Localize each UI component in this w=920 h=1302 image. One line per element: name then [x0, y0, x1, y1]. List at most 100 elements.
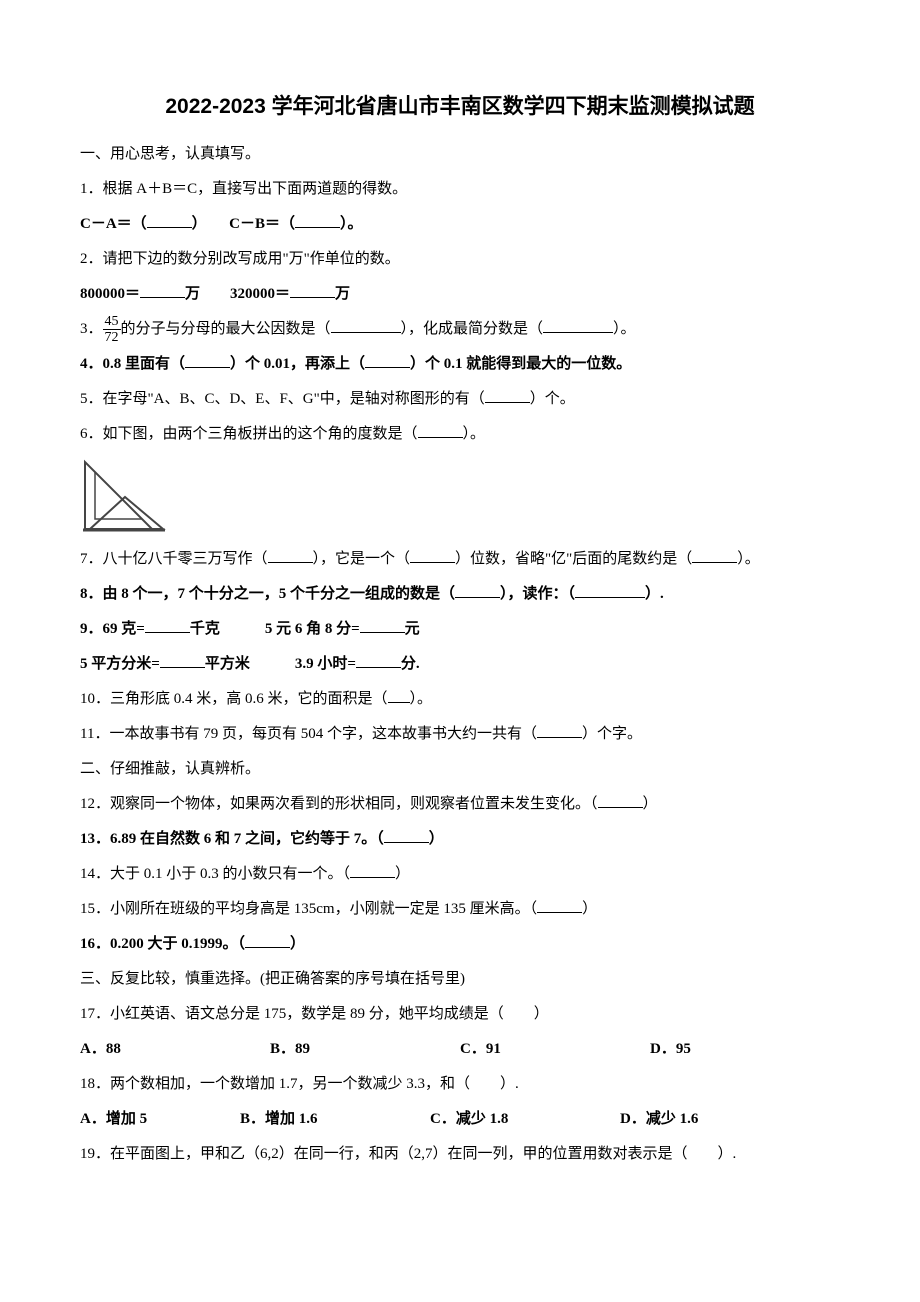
question-6: 6．如下图，由两个三角板拼出的这个角的度数是（ ）。 [80, 418, 840, 451]
option-b: B．89 [270, 1033, 460, 1066]
blank [350, 864, 395, 878]
blank [356, 654, 401, 668]
question-8: 8．由 8 个一，7 个十分之一，5 个千分之一组成的数是（ ），读作：（ ）. [80, 578, 840, 611]
blank [360, 619, 405, 633]
blank [537, 724, 582, 738]
q16-pre: 16．0.200 大于 0.1999。（ [80, 936, 245, 952]
question-3: 3．4572的分子与分母的最大公因数是（），化成最简分数是（）。 [80, 313, 840, 346]
q15-pre: 15．小刚所在班级的平均身高是 135cm，小刚就一定是 135 厘米高。（ [80, 901, 537, 917]
option-d: D．95 [650, 1033, 840, 1066]
blank [575, 584, 645, 598]
blank [140, 284, 185, 298]
q2-l2-c: 万 [335, 286, 350, 302]
q7-mid1: ），它是一个（ [313, 551, 411, 567]
blank [388, 689, 410, 703]
question-2: 2．请把下边的数分别改写成用"万"作单位的数。 [80, 243, 840, 276]
question-13: 13．6.89 在自然数 6 和 7 之间，它约等于 7。（ ） [80, 823, 840, 856]
section-3-header: 三、反复比较，慎重选择。(把正确答案的序号填在括号里) [80, 963, 840, 996]
option-c: C．91 [460, 1033, 650, 1066]
question-12: 12．观察同一个物体，如果两次看到的形状相同，则观察者位置未发生变化。（ ） [80, 788, 840, 821]
fraction-numerator: 45 [103, 314, 121, 330]
question-19: 19．在平面图上，甲和乙（6,2）在同一行，和丙（2,7）在同一列，甲的位置用数… [80, 1138, 840, 1171]
q5-pre: 5．在字母"A、B、C、D、E、F、G"中，是轴对称图形的有（ [80, 391, 485, 407]
blank [418, 424, 463, 438]
blank [160, 654, 205, 668]
q12-pre: 12．观察同一个物体，如果两次看到的形状相同，则观察者位置未发生变化。（ [80, 796, 598, 812]
fraction-denominator: 72 [103, 330, 121, 345]
q8-post: ）. [645, 586, 664, 602]
q10-post: ）。 [410, 691, 433, 707]
exam-title: 2022-2023 学年河北省唐山市丰南区数学四下期末监测模拟试题 [80, 90, 840, 120]
blank [145, 619, 190, 633]
blank [290, 284, 335, 298]
blank [331, 319, 401, 333]
section-2-header: 二、仔细推敲，认真辨析。 [80, 753, 840, 786]
q13-pre: 13．6.89 在自然数 6 和 7 之间，它约等于 7。（ [80, 831, 384, 847]
q3-mid1: 的分子与分母的最大公因数是（ [121, 321, 331, 337]
q1-l2-mid: ） C－B＝（ [192, 216, 295, 232]
question-18: 18．两个数相加，一个数增加 1.7，另一个数减少 3.3，和（ ）. [80, 1068, 840, 1101]
q16-post: ） [290, 936, 305, 952]
question-15: 15．小刚所在班级的平均身高是 135cm，小刚就一定是 135 厘米高。（ ） [80, 893, 840, 926]
q1-l2-post: ）。 [340, 216, 363, 232]
section-1-header: 一、用心思考，认真填写。 [80, 138, 840, 171]
q3-pre: 3． [80, 321, 103, 337]
question-9-line1: 9．69 克= 千克 5 元 6 角 8 分= 元 [80, 613, 840, 646]
blank [185, 354, 230, 368]
blank [485, 389, 530, 403]
q9-l1-b: 千克 5 元 6 角 8 分= [190, 621, 360, 637]
question-1-line2: C－A＝（ ） C－B＝（ ）。 [80, 208, 840, 241]
option-b: B．增加 1.6 [240, 1103, 430, 1136]
question-1: 1．根据 A＋B＝C，直接写出下面两道题的得数。 [80, 173, 840, 206]
blank [365, 354, 410, 368]
q2-l2-a: 800000＝ [80, 286, 140, 302]
q12-post: ） [643, 796, 658, 812]
question-18-options: A．增加 5 B．增加 1.6 C．减少 1.8 D．减少 1.6 [80, 1103, 840, 1136]
blank [410, 549, 455, 563]
blank [268, 549, 313, 563]
q2-l2-b: 万 320000＝ [185, 286, 290, 302]
question-11: 11．一本故事书有 79 页，每页有 504 个字，这本故事书大约一共有（ ）个字… [80, 718, 840, 751]
question-16: 16．0.200 大于 0.1999。（ ） [80, 928, 840, 961]
blank [295, 214, 340, 228]
q5-post: ）个。 [530, 391, 575, 407]
question-4: 4．0.8 里面有（ ）个 0.01，再添上（ ）个 0.1 就能得到最大的一位数。 [80, 348, 840, 381]
q7-pre: 7．八十亿八千零三万写作（ [80, 551, 268, 567]
q4-pre: 4．0.8 里面有（ [80, 356, 185, 372]
option-c: C．减少 1.8 [430, 1103, 620, 1136]
q9-l1-a: 9．69 克= [80, 621, 145, 637]
question-17-options: A．88 B．89 C．91 D．95 [80, 1033, 840, 1066]
q9-l2-b: 平方米 3.9 小时= [205, 656, 356, 672]
fraction-icon: 4572 [103, 314, 121, 346]
blank [455, 584, 500, 598]
question-5: 5．在字母"A、B、C、D、E、F、G"中，是轴对称图形的有（ ）个。 [80, 383, 840, 416]
q13-post: ） [429, 831, 444, 847]
q1-l2-pre: C－A＝（ [80, 216, 147, 232]
q9-l1-c: 元 [405, 621, 420, 637]
blank [692, 549, 737, 563]
q6-post: ）。 [463, 426, 486, 442]
question-17: 17．小红英语、语文总分是 175，数学是 89 分，她平均成绩是（ ） [80, 998, 840, 1031]
q15-post: ） [582, 901, 597, 917]
q7-post: ）。 [737, 551, 760, 567]
question-7: 7．八十亿八千零三万写作（ ），它是一个（ ）位数，省略"亿"后面的尾数约是（ ）。 [80, 543, 840, 576]
blank [384, 829, 429, 843]
q10-pre: 10．三角形底 0.4 米，高 0.6 米，它的面积是（ [80, 691, 388, 707]
q3-mid2: ），化成最简分数是（ [401, 321, 544, 337]
q8-pre: 8．由 8 个一，7 个十分之一，5 个千分之一组成的数是（ [80, 586, 455, 602]
q4-mid2: ）个 0.1 就能得到最大的一位数。 [410, 356, 631, 372]
q7-mid2: ）位数，省略"亿"后面的尾数约是（ [455, 551, 692, 567]
question-2-line2: 800000＝ 万 320000＝ 万 [80, 278, 840, 311]
q6-pre: 6．如下图，由两个三角板拼出的这个角的度数是（ [80, 426, 418, 442]
q11-pre: 11．一本故事书有 79 页，每页有 504 个字，这本故事书大约一共有（ [80, 726, 537, 742]
question-14: 14．大于 0.1 小于 0.3 的小数只有一个。（） [80, 858, 840, 891]
blank [543, 319, 613, 333]
q9-l2-c: 分. [401, 656, 420, 672]
blank [537, 899, 582, 913]
q11-post: ）个字。 [582, 726, 642, 742]
q8-mid: ），读作：（ [500, 586, 575, 602]
blank [598, 794, 643, 808]
q14-post: ） [395, 866, 410, 882]
q9-l2-a: 5 平方分米= [80, 656, 160, 672]
q4-mid1: ）个 0.01，再添上（ [230, 356, 365, 372]
